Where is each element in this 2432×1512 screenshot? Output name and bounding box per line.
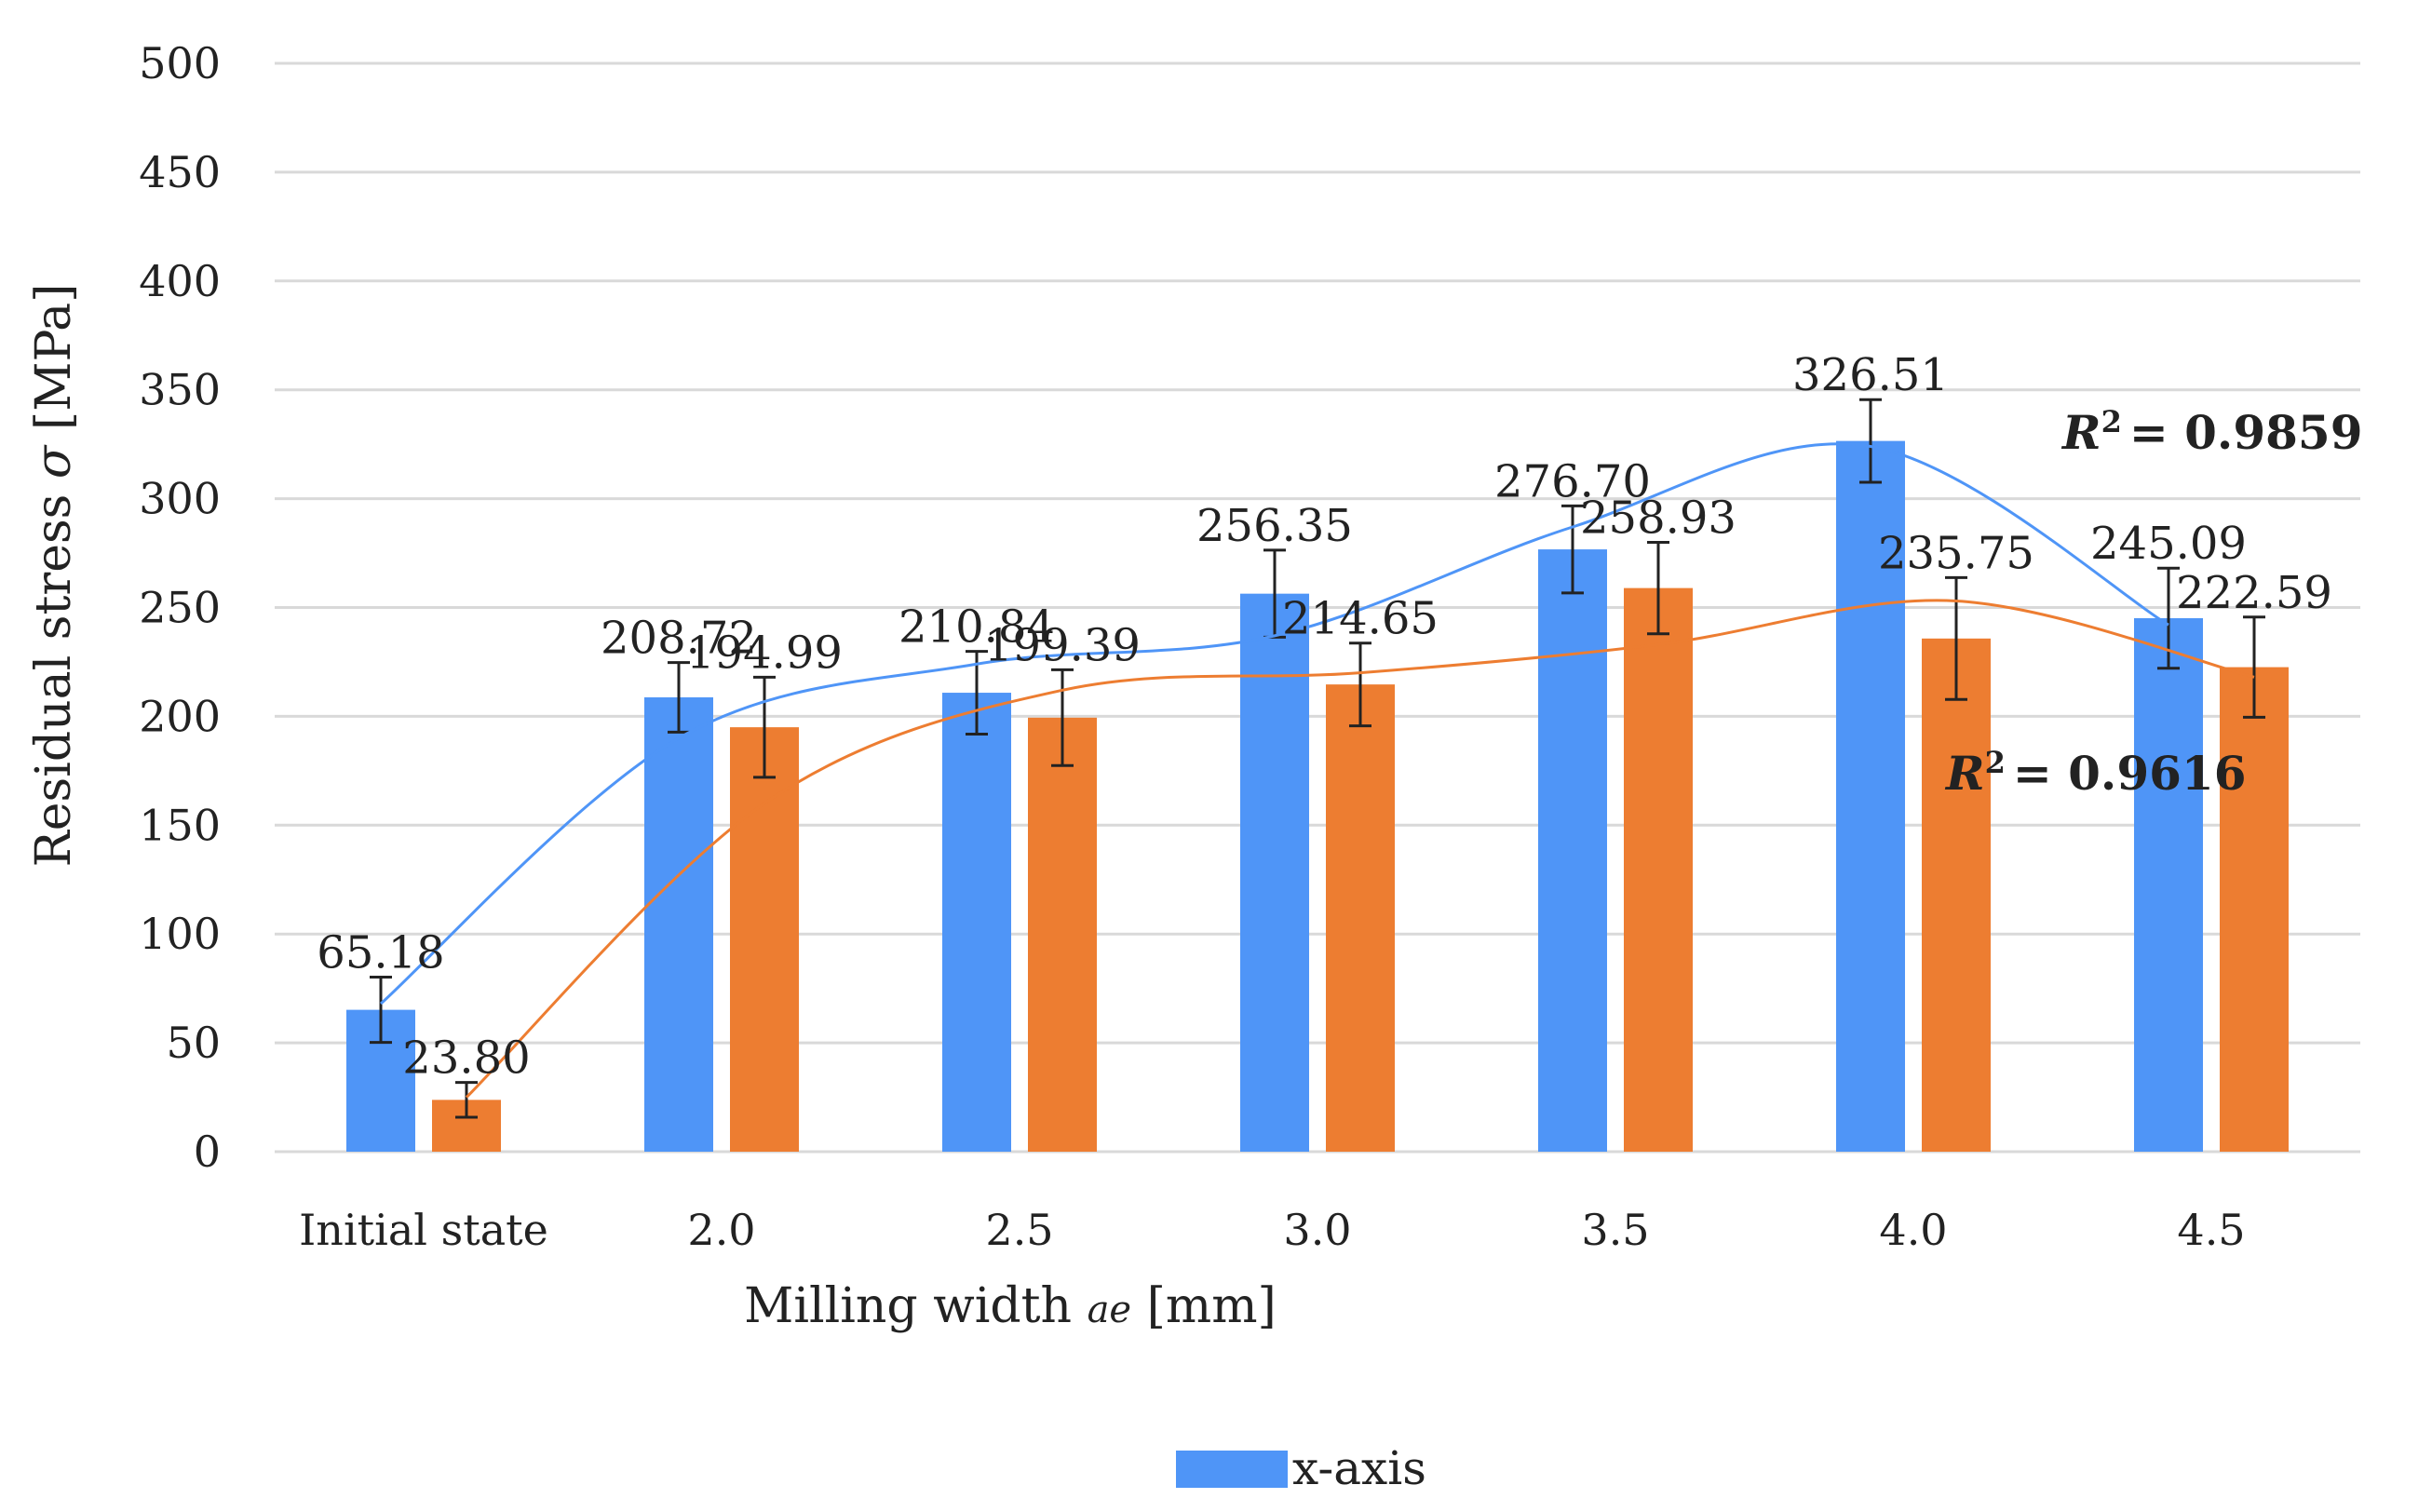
x-axis-title-symbol: ae — [1088, 1289, 1132, 1331]
bar-y-axis-6 — [2220, 667, 2289, 1152]
bar-y-axis-1 — [730, 727, 799, 1152]
y-tick-label-200: 200 — [139, 691, 221, 741]
r2-sup-y: 2 — [1985, 745, 2006, 780]
bar-y-axis-4 — [1624, 587, 1693, 1152]
y-tick-label-500: 500 — [139, 38, 221, 88]
x-tick-label-5: 4.0 — [1879, 1205, 1947, 1255]
data-label-y-axis-1: 194.99 — [686, 627, 843, 679]
y-tick-label-50: 50 — [166, 1018, 221, 1068]
r2-prefix-x: R — [2060, 405, 2101, 460]
legend-swatch-x-axis — [1176, 1451, 1288, 1488]
y-tick-label-150: 150 — [139, 800, 221, 850]
y-axis-title: Residual stress σ [MPa] — [26, 284, 82, 868]
data-label-y-axis-3: 214.65 — [1282, 593, 1439, 645]
r2-prefix-y: R — [1944, 746, 1985, 801]
r2-value-x: = 0.9859 — [2129, 405, 2363, 460]
bar-x-axis-1 — [644, 697, 713, 1152]
x-tick-label-6: 4.5 — [2177, 1205, 2245, 1255]
data-label-y-axis-2: 199.39 — [984, 619, 1141, 671]
x-tick-label-4: 3.5 — [1581, 1205, 1649, 1255]
y-tick-label-350: 350 — [139, 365, 221, 415]
data-labels: 65.18 208.72 210.84 256.35 276.70 326.51 245.0… — [317, 349, 2332, 1084]
r2-label-x-axis: R2 = 0.9859 — [2060, 404, 2363, 460]
bar-y-axis-3 — [1326, 684, 1395, 1152]
y-axis-title-main: Residual stress — [26, 479, 82, 867]
y-tick-label-450: 450 — [139, 147, 221, 197]
x-tick-label-3: 3.0 — [1283, 1205, 1351, 1255]
x-tick-label-2: 2.5 — [985, 1205, 1053, 1255]
trendlines — [380, 442, 2255, 1099]
r2-value-y: = 0.9616 — [2013, 746, 2247, 801]
data-label-x-axis-5: 326.51 — [1792, 349, 1949, 401]
y-tick-label-100: 100 — [139, 909, 221, 959]
trendline-y-axis — [465, 599, 2255, 1099]
data-label-x-axis-1: 208.72 — [601, 613, 757, 665]
y-axis-title-unit: [MPa] — [26, 284, 82, 446]
y-tick-label-0: 0 — [194, 1127, 221, 1177]
y-tick-label-400: 400 — [139, 256, 221, 306]
data-label-y-axis-0: 23.80 — [402, 1033, 530, 1085]
y-tick-label-300: 300 — [139, 474, 221, 524]
bar-x-axis-4 — [1538, 549, 1607, 1152]
data-label-x-axis-4: 276.70 — [1494, 455, 1651, 507]
trendline-x-axis — [380, 442, 2169, 1006]
data-label-y-axis-4: 258.93 — [1580, 493, 1736, 545]
data-label-x-axis-2: 210.84 — [898, 601, 1055, 654]
x-axis-title-unit: [mm] — [1131, 1278, 1277, 1334]
data-label-x-axis-0: 65.18 — [317, 927, 444, 979]
y-tick-labels: 0 50 100 150 200 250 300 350 400 450 500 — [139, 38, 221, 1177]
y-tick-label-250: 250 — [139, 583, 221, 633]
y-axis-title-symbol: σ — [26, 444, 82, 479]
error-bars — [370, 398, 2265, 1119]
legend: x-axis — [1176, 1441, 1426, 1495]
x-tick-labels: Initial state 2.0 2.5 3.0 3.5 4.0 4.5 — [299, 1205, 2245, 1255]
bars — [346, 440, 2289, 1152]
bar-x-axis-2 — [942, 693, 1011, 1152]
x-axis-title-main: Milling width — [744, 1278, 1087, 1334]
data-label-x-axis-6: 245.09 — [2090, 518, 2247, 570]
data-label-y-axis-6: 222.59 — [2176, 567, 2332, 619]
gridlines — [275, 61, 2360, 1154]
x-tick-label-0: Initial state — [299, 1205, 548, 1255]
bar-y-axis-5 — [1922, 638, 1991, 1152]
data-label-y-axis-5: 235.75 — [1878, 527, 2034, 579]
x-tick-label-1: 2.0 — [687, 1205, 755, 1255]
x-axis-title: Milling width ae [mm] — [744, 1278, 1277, 1334]
bar-x-axis-3 — [1240, 593, 1309, 1152]
r2-sup-x: 2 — [2101, 404, 2122, 439]
r2-label-y-axis: R2 = 0.9616 — [1944, 745, 2247, 801]
bar-x-axis-6 — [2134, 617, 2203, 1152]
legend-label-x-axis: x-axis — [1292, 1441, 1426, 1495]
bar-x-axis-5 — [1836, 440, 1905, 1152]
data-label-x-axis-3: 256.35 — [1196, 500, 1353, 552]
bar-y-axis-2 — [1028, 717, 1097, 1152]
